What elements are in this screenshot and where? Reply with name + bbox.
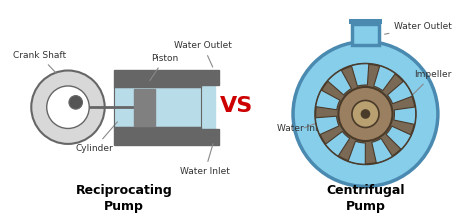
Wedge shape <box>394 107 416 124</box>
Circle shape <box>47 86 89 128</box>
Bar <box>134 89 155 126</box>
Text: Cylinder: Cylinder <box>76 122 118 153</box>
Wedge shape <box>372 138 392 163</box>
Wedge shape <box>374 66 395 91</box>
Wedge shape <box>315 116 339 135</box>
Wedge shape <box>328 70 351 95</box>
Wedge shape <box>387 81 412 104</box>
Circle shape <box>69 96 82 109</box>
Bar <box>201 70 219 85</box>
Wedge shape <box>351 64 369 86</box>
Bar <box>114 87 201 128</box>
Bar <box>349 19 382 24</box>
Text: Reciprocating
Pump: Reciprocating Pump <box>76 184 173 213</box>
Wedge shape <box>316 90 340 110</box>
Text: Piston: Piston <box>150 54 178 81</box>
Bar <box>201 129 219 145</box>
Text: Water Outlet: Water Outlet <box>384 22 452 34</box>
Circle shape <box>361 109 370 119</box>
Text: Crank Shaft: Crank Shaft <box>13 51 66 73</box>
Bar <box>114 128 201 145</box>
Wedge shape <box>325 131 350 156</box>
Wedge shape <box>348 141 365 164</box>
Bar <box>201 85 215 129</box>
Wedge shape <box>386 126 411 149</box>
Bar <box>352 24 379 45</box>
Circle shape <box>338 87 392 141</box>
Text: Centrifugal
Pump: Centrifugal Pump <box>326 184 405 213</box>
Circle shape <box>31 70 105 144</box>
Bar <box>114 70 201 87</box>
Circle shape <box>293 42 438 186</box>
Text: Water Inlet: Water Inlet <box>277 123 327 133</box>
Text: Water Outlet: Water Outlet <box>174 41 232 67</box>
Bar <box>114 87 201 128</box>
Text: Impeller: Impeller <box>410 70 451 97</box>
Circle shape <box>352 100 379 128</box>
Text: VS: VS <box>220 96 254 116</box>
Circle shape <box>315 64 416 164</box>
Text: Water Inlet: Water Inlet <box>180 144 230 176</box>
